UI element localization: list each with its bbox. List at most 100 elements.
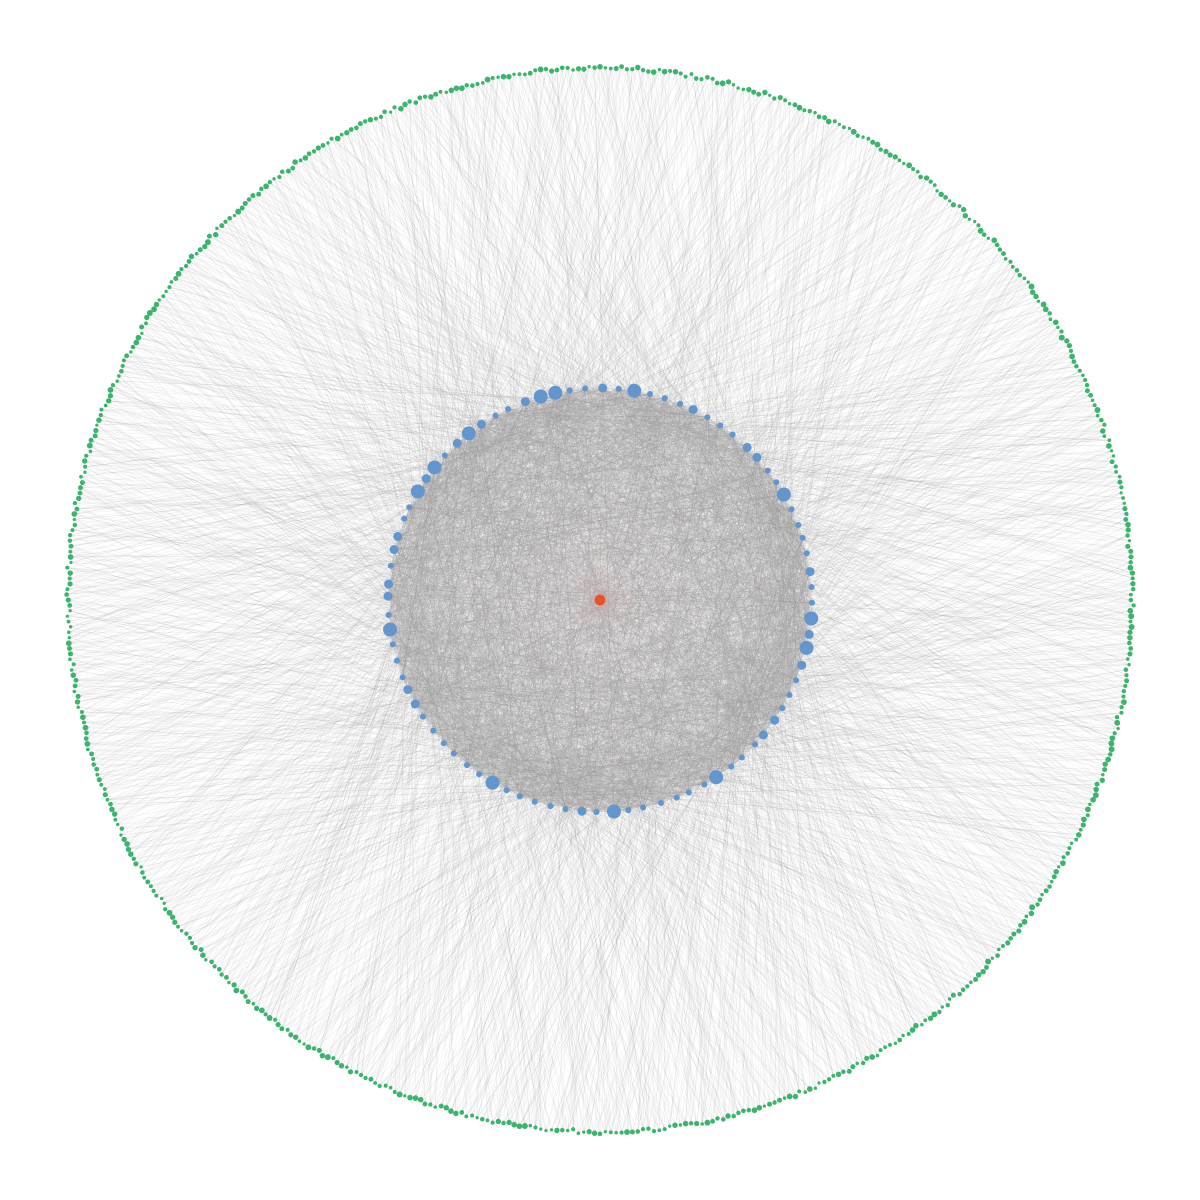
outer-ring-node <box>202 243 208 250</box>
outer-ring-node <box>129 350 133 354</box>
outer-ring-node <box>98 412 103 418</box>
outer-ring-node <box>99 782 104 787</box>
outer-ring-node <box>672 68 679 75</box>
outer-ring-node <box>120 363 125 368</box>
outer-ring-node <box>65 614 69 618</box>
inner-ring-node <box>582 385 589 392</box>
outer-ring-node <box>428 94 434 100</box>
outer-ring-node <box>1084 382 1090 388</box>
outer-ring-node <box>866 136 871 141</box>
outer-ring-node <box>81 458 88 464</box>
outer-ring-node <box>448 1108 454 1114</box>
outer-ring-node <box>117 374 121 378</box>
outer-ring-node <box>756 91 762 97</box>
inner-ring-node <box>410 699 420 709</box>
outer-ring-node <box>231 982 237 988</box>
outer-ring-node <box>826 1077 832 1082</box>
outer-ring-node <box>192 945 198 951</box>
inner-ring-node <box>464 762 470 769</box>
outer-ring-node <box>68 549 73 554</box>
outer-ring-node <box>96 777 102 783</box>
outer-ring-node <box>245 999 251 1005</box>
outer-ring-node <box>102 792 108 798</box>
inner-ring-node <box>607 804 621 819</box>
outer-ring-node <box>586 1129 592 1135</box>
outer-ring-node <box>83 470 87 474</box>
outer-ring-node <box>807 108 813 114</box>
inner-ring-node <box>704 414 711 421</box>
outer-ring-node <box>92 433 98 439</box>
outer-ring-node <box>1083 377 1088 383</box>
outer-ring-node <box>1093 786 1099 793</box>
outer-ring-node <box>777 95 783 101</box>
outer-ring-node <box>72 522 78 528</box>
outer-ring-node <box>197 247 203 253</box>
outer-ring-node <box>140 331 144 336</box>
outer-ring-node <box>113 817 118 822</box>
outer-ring-node <box>169 280 174 284</box>
outer-ring-node <box>389 110 393 114</box>
outer-ring-node <box>911 167 916 171</box>
outer-ring-node <box>923 1018 928 1023</box>
outer-ring-node <box>554 1127 560 1134</box>
outer-ring-node <box>1036 299 1041 303</box>
outer-ring-node <box>725 1113 731 1119</box>
outer-ring-node <box>433 1105 437 1109</box>
outer-ring-node <box>571 68 575 72</box>
outer-ring-node <box>84 730 89 736</box>
outer-ring-node <box>931 1011 938 1018</box>
outer-ring-node <box>66 645 73 652</box>
outer-ring-node <box>357 121 363 127</box>
outer-ring-node <box>453 1110 459 1117</box>
outer-ring-node <box>272 177 276 181</box>
outer-ring-node <box>99 407 104 412</box>
outer-ring-node <box>1126 657 1130 661</box>
outer-ring-node <box>822 1079 827 1085</box>
inner-ring-node <box>758 730 768 740</box>
outer-ring-node <box>107 387 114 393</box>
outer-ring-node <box>657 1128 662 1133</box>
outer-ring-node <box>1127 539 1132 543</box>
outer-ring-node <box>444 90 449 95</box>
outer-ring-node <box>403 1094 407 1098</box>
outer-ring-node <box>119 833 123 837</box>
outer-ring-node <box>84 740 91 747</box>
outer-ring-node <box>1081 816 1087 823</box>
outer-ring-node <box>835 1071 842 1077</box>
outer-ring-node <box>103 403 108 408</box>
outer-ring-node <box>1081 373 1085 377</box>
outer-ring-node <box>263 183 269 190</box>
outer-ring-node <box>850 1064 856 1070</box>
outer-ring-node <box>1114 719 1121 726</box>
inner-ring-node <box>385 612 392 618</box>
outer-ring-node <box>996 947 1001 952</box>
outer-ring-node <box>694 1120 700 1127</box>
center-edges <box>387 387 813 813</box>
outer-ring-node <box>741 87 746 92</box>
inner-ring-node <box>516 793 523 800</box>
outer-ring-node <box>358 1072 364 1078</box>
outer-ring-node <box>1128 624 1135 630</box>
center-node-layer <box>594 594 606 606</box>
outer-ring-node <box>1074 364 1079 369</box>
outer-ring-node <box>311 149 317 154</box>
outer-ring-node <box>797 1089 802 1094</box>
outer-ring-node <box>302 155 309 161</box>
outer-ring-node <box>66 619 71 624</box>
outer-ring-node <box>762 89 768 96</box>
outer-ring-node <box>173 276 179 281</box>
outer-ring-node <box>111 811 118 817</box>
outer-ring-node <box>121 836 127 843</box>
outer-ring-node <box>1099 777 1105 783</box>
outer-ring-node <box>662 1127 667 1132</box>
outer-ring-node <box>756 1104 763 1111</box>
outer-ring-node <box>198 947 204 953</box>
outer-ring-node <box>70 528 75 533</box>
outer-ring-node <box>751 89 757 95</box>
outer-ring-node <box>1119 485 1124 490</box>
outer-ring-node <box>72 517 76 522</box>
inner-ring-node <box>647 391 653 397</box>
outer-ring-node <box>920 1023 924 1027</box>
outer-ring-node <box>243 994 248 999</box>
outer-ring-node <box>705 74 710 80</box>
